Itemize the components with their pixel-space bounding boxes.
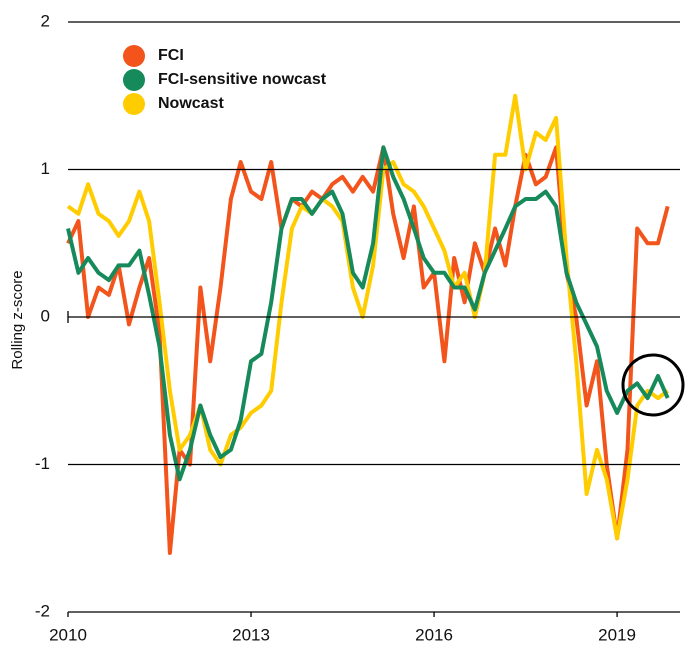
legend-swatch [123,45,145,67]
y-tick-label: 2 [41,11,50,30]
legend-label: Nowcast [158,95,224,112]
y-tick-label: -1 [35,454,50,473]
legend-label: FCI [158,47,184,64]
x-tick-label: 2013 [232,625,270,644]
highlight-circle [621,353,685,417]
y-tick-label: -2 [35,601,50,620]
x-tick-label: 2016 [415,625,453,644]
y-tick-label: 0 [41,306,50,325]
legend-label: FCI-sensitive nowcast [158,71,327,88]
x-tick-label: 2010 [49,625,87,644]
x-tick-label: 2019 [598,625,636,644]
series-line [66,145,670,482]
legend-swatch [123,69,145,91]
y-axis-label: Rolling z-score [9,270,26,369]
y-tick-label: 1 [41,159,50,178]
legend-swatch [123,93,145,115]
